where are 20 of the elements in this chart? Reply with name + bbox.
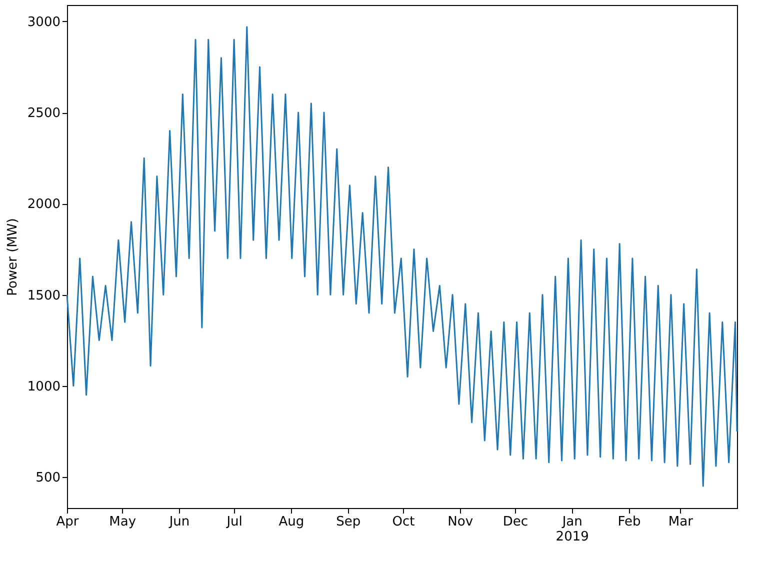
x-tick-label: Feb	[618, 514, 641, 530]
x-tick-label: Sep	[336, 514, 361, 530]
y-tick-label: 1500	[27, 288, 60, 304]
x-tick-label: Apr	[56, 514, 80, 530]
y-tick-label: 2000	[27, 197, 60, 212]
x-tick-label: Oct	[392, 514, 415, 530]
x-tick-label: Mar	[668, 514, 694, 530]
x-tick-label: May	[109, 514, 136, 530]
y-axis-title: Power (MW)	[5, 218, 20, 296]
y-tick-label: 3000	[27, 14, 60, 30]
x-tick-label: Jan 2019	[556, 514, 589, 544]
y-tick-label: 500	[36, 470, 60, 486]
x-tick-label: Jul	[226, 514, 242, 530]
x-tick-label: Jun	[168, 514, 190, 530]
x-tick-label: Aug	[278, 514, 304, 530]
y-tick-label: 1000	[27, 379, 60, 394]
x-tick-label: Dec	[502, 514, 528, 530]
x-tick-label: Nov	[448, 514, 474, 530]
y-tick-label: 2500	[27, 106, 60, 122]
line-series	[66, 26, 738, 487]
